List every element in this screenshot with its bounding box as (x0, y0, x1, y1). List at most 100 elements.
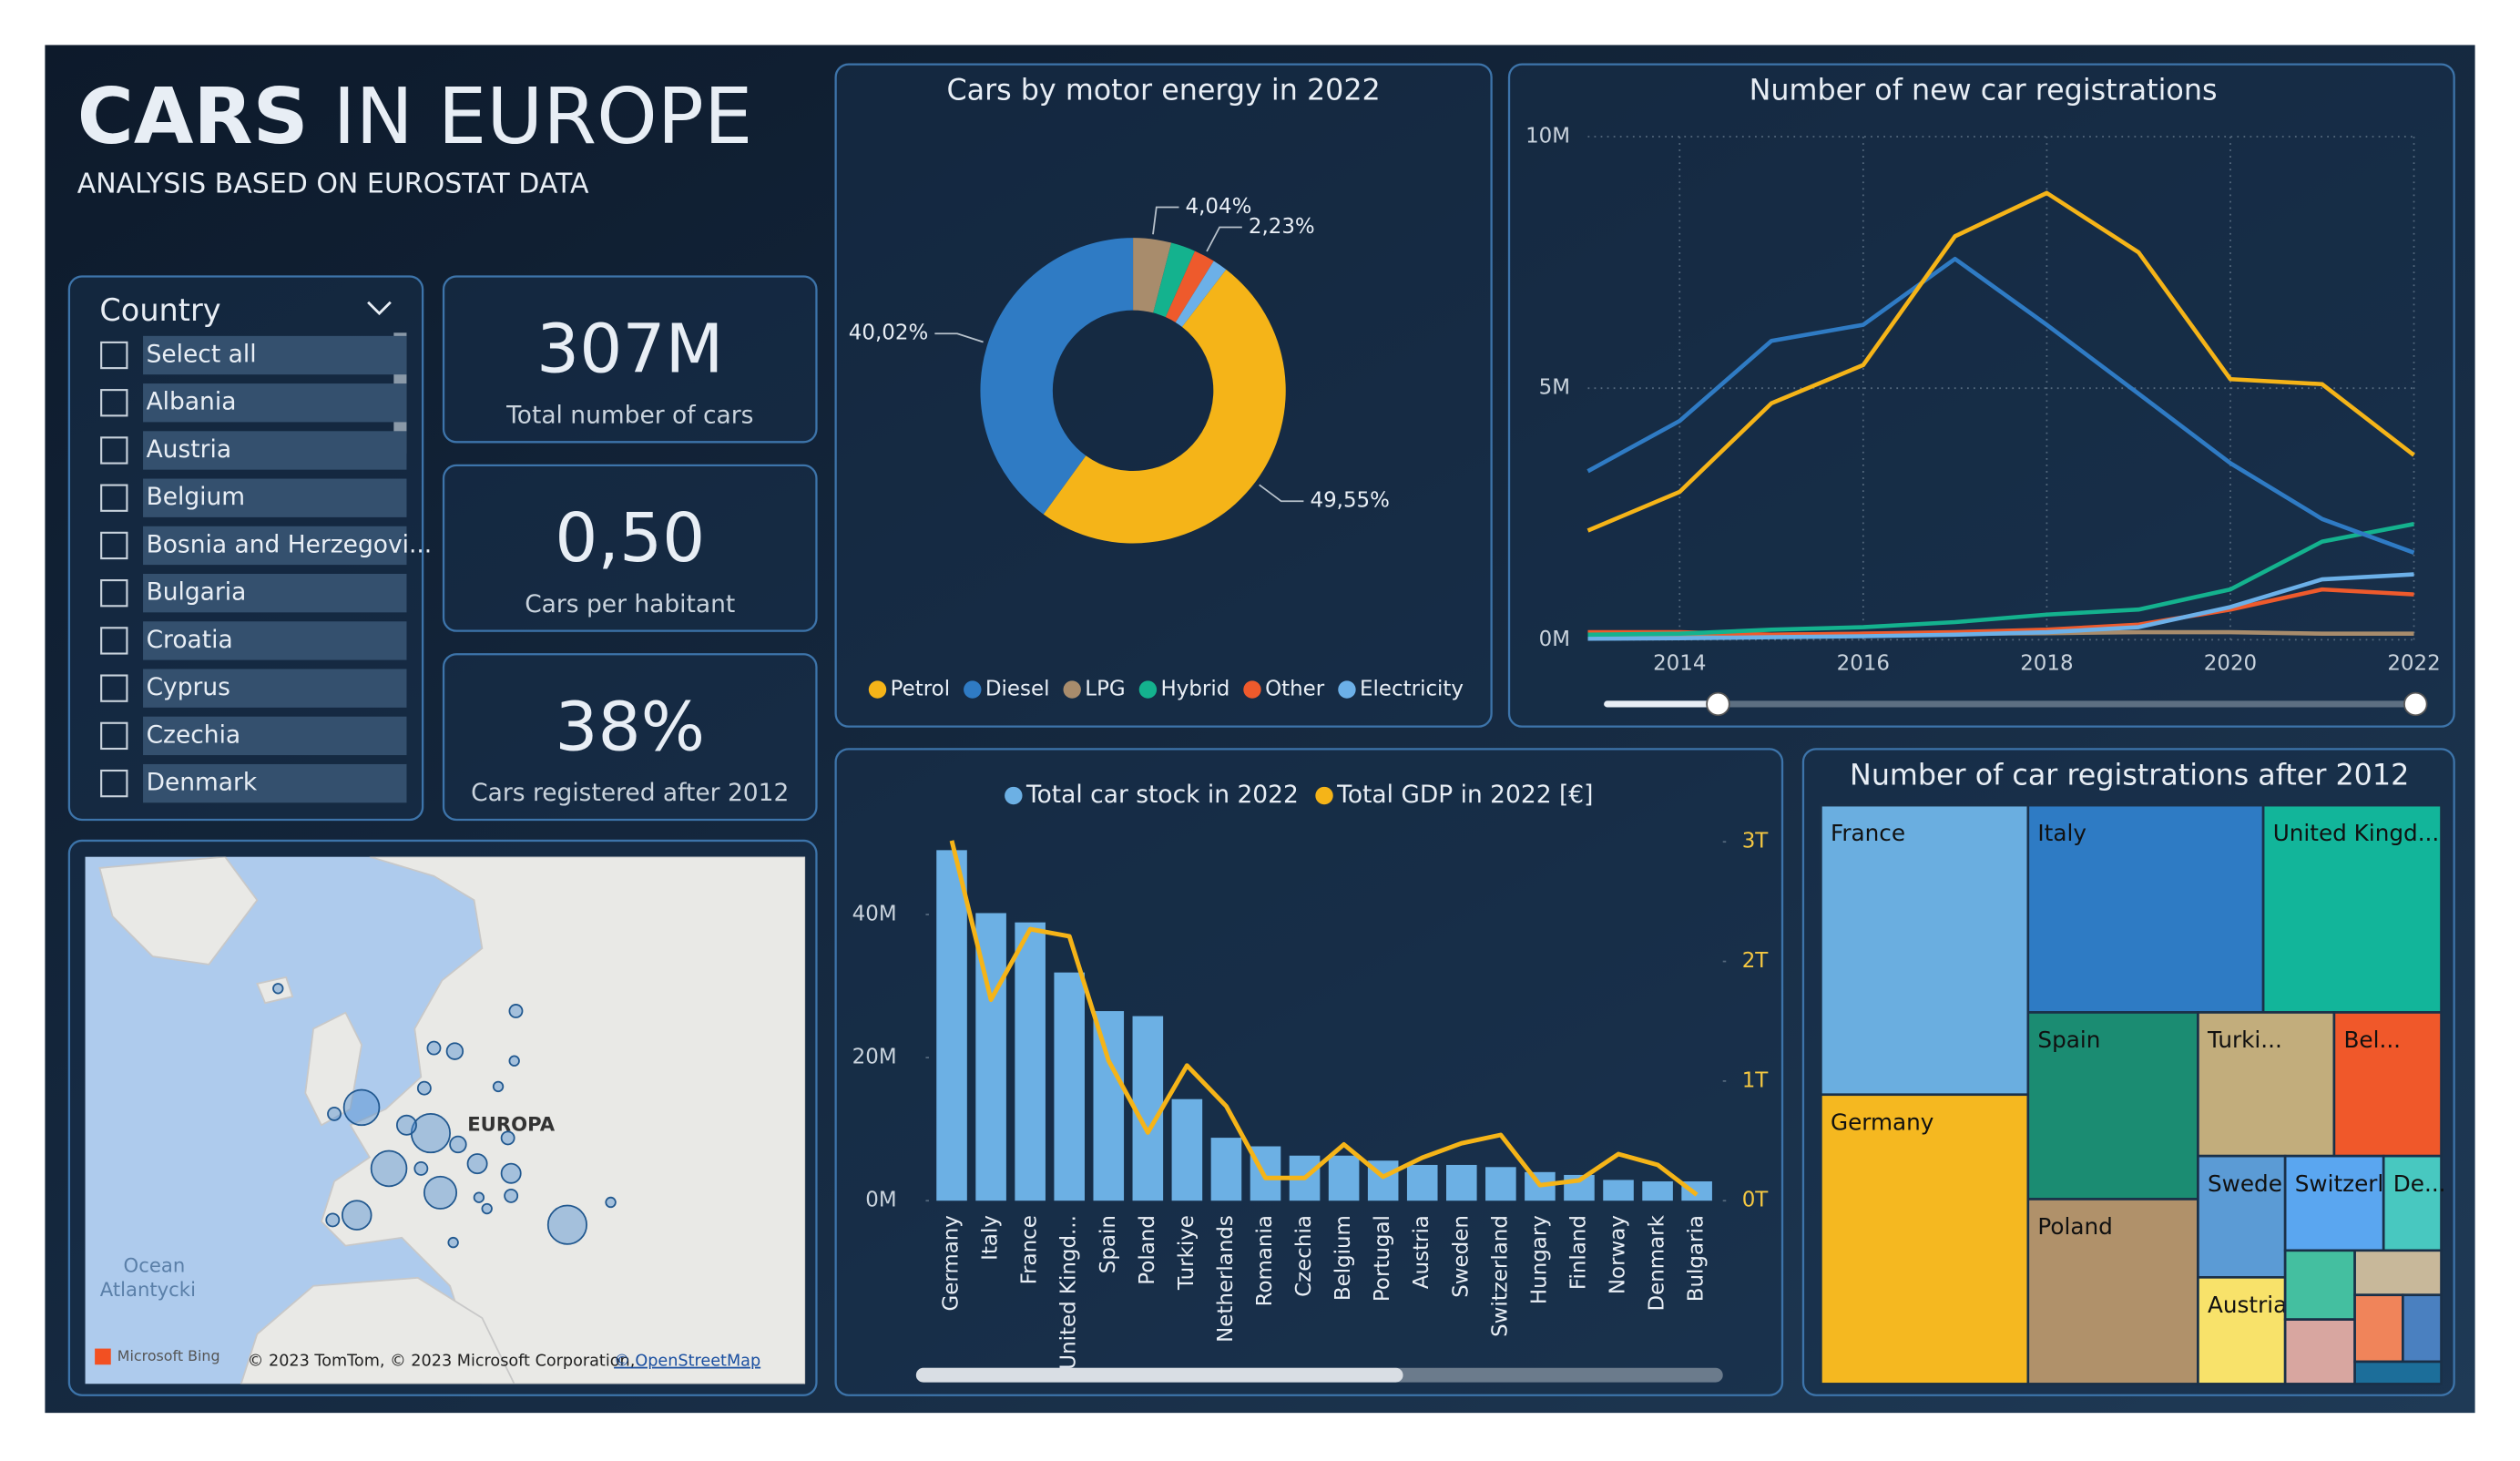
y2-tick-label: 1T (1742, 1068, 1770, 1092)
legend-marker[interactable] (1063, 680, 1081, 699)
map-osm-link[interactable]: © OpenStreetMap (614, 1353, 760, 1371)
slicer-item[interactable]: Cyprus (147, 673, 230, 701)
slicer-item-bg[interactable] (143, 478, 407, 517)
slicer-item-bg[interactable] (143, 383, 407, 423)
series-line (1586, 256, 2415, 555)
scrollbar-thumb[interactable] (915, 1367, 1403, 1383)
x-tick-label: United Kingd... (1057, 1215, 1081, 1370)
legend-label[interactable]: Petrol (891, 678, 950, 701)
legend-marker[interactable] (1338, 680, 1356, 699)
bar (1328, 1155, 1360, 1201)
legend-marker[interactable] (1138, 680, 1158, 699)
bar (1642, 1181, 1673, 1201)
donut-panel (834, 63, 1493, 728)
legend-label[interactable]: Other (1265, 678, 1325, 701)
gdp-line (949, 840, 1699, 1197)
treemap-label: Poland (2037, 1213, 2112, 1240)
bar (1445, 1164, 1477, 1201)
donut-slice (980, 238, 1134, 515)
legend-label[interactable]: Total car stock in 2022 (1025, 781, 1299, 809)
slicer-item[interactable]: Bosnia and Herzegovi... (147, 530, 433, 558)
slicer-item-bg[interactable] (143, 621, 407, 660)
bar-panel (834, 748, 1784, 1396)
slicer-item[interactable]: Albania (147, 388, 237, 416)
title-strong: CARS (77, 72, 309, 162)
x-tick-label: France (1018, 1215, 1042, 1284)
donut-slice (1153, 242, 1196, 318)
slicer-item[interactable]: Denmark (147, 769, 258, 797)
legend-label[interactable]: LPG (1085, 678, 1125, 701)
slicer-item[interactable]: Czechia (147, 720, 241, 749)
legend-marker[interactable] (964, 680, 982, 699)
slider-handle[interactable] (2403, 691, 2428, 717)
legend-marker[interactable] (1005, 786, 1023, 805)
slicer-item-bg[interactable] (143, 431, 407, 470)
x-tick-label: Poland (1136, 1215, 1159, 1285)
bing-logo (95, 1348, 111, 1365)
x-tick-label: 2014 (1653, 651, 1706, 675)
treemap-label: Bel... (2343, 1027, 2401, 1053)
leader-line (1259, 484, 1304, 503)
y-tick-label: 40M (852, 903, 897, 926)
data-label: 2,23% (1249, 215, 1315, 239)
y-tick-label: 0M (1539, 628, 1570, 651)
slicer-title: Country (99, 292, 220, 328)
legend-marker[interactable] (868, 680, 887, 699)
map-ocean-label: Ocean (124, 1254, 186, 1277)
bar (1132, 1016, 1164, 1201)
dropdown-chevron[interactable] (367, 301, 392, 316)
slicer-item[interactable]: Croatia (147, 626, 233, 654)
slicer-item-bg[interactable] (143, 526, 407, 566)
legend-label[interactable]: Diesel (985, 678, 1050, 701)
series-line (1587, 572, 2414, 641)
slicer-item-bg[interactable] (143, 574, 407, 613)
slicer-item-bg[interactable] (143, 335, 407, 375)
slicer-item-bg[interactable] (143, 763, 407, 803)
legend-label[interactable]: Total GDP in 2022 [€] (1336, 781, 1593, 809)
leader-line (934, 332, 984, 343)
x-tick-label: Romania (1253, 1215, 1277, 1306)
checkbox[interactable] (100, 769, 128, 798)
slicer-item[interactable]: Austria (147, 435, 232, 464)
treemap-label: Austria (2208, 1292, 2287, 1318)
map-brand: Microsoft Bing (117, 1347, 220, 1364)
checkbox[interactable] (100, 389, 128, 417)
slicer-item[interactable]: Select all (147, 341, 257, 369)
x-tick-label: 2018 (2020, 651, 2073, 675)
bar (1485, 1167, 1516, 1201)
slider-handle[interactable] (1706, 691, 1730, 717)
line-title: Number of new car registrations (1750, 75, 2218, 107)
x-tick-label: Hungary (1527, 1215, 1551, 1304)
slicer-item[interactable]: Bulgaria (147, 578, 247, 607)
treemap-cell (2261, 803, 2443, 1014)
checkbox[interactable] (100, 674, 128, 702)
bar (1406, 1164, 1438, 1201)
checkbox[interactable] (100, 627, 128, 655)
slicer-item[interactable]: Belgium (147, 483, 246, 511)
greenland (98, 856, 259, 965)
checkbox[interactable] (100, 484, 128, 512)
legend-label[interactable]: Electricity (1360, 678, 1464, 701)
kpi-value: 38% (555, 688, 705, 766)
x-tick-label: Turkiye (1175, 1215, 1199, 1291)
slicer-item-bg[interactable] (143, 716, 407, 756)
legend-marker[interactable] (1243, 680, 1261, 699)
x-tick-label: Germany (940, 1215, 964, 1311)
map-canvas: EUROPA Ocean Atlantycki Microsoft Bing ©… (85, 856, 806, 1384)
legend-marker[interactable] (1315, 786, 1333, 805)
checkbox[interactable] (100, 436, 128, 465)
checkbox[interactable] (100, 721, 128, 751)
treemap-cell (2026, 1011, 2199, 1200)
donut-slice (1133, 238, 1172, 313)
slicer-item-bg[interactable] (143, 669, 407, 708)
data-label: 49,55% (1310, 489, 1389, 513)
treemap-cell (1820, 803, 2030, 1097)
iceland (256, 976, 294, 1005)
y-tick-label: 5M (1539, 376, 1570, 400)
treemap-cell (2382, 1154, 2443, 1252)
x-tick-label: Netherlands (1214, 1215, 1238, 1343)
legend-label[interactable]: Hybrid (1161, 678, 1230, 701)
checkbox[interactable] (100, 341, 128, 370)
checkbox[interactable] (100, 579, 128, 608)
checkbox[interactable] (100, 531, 128, 560)
